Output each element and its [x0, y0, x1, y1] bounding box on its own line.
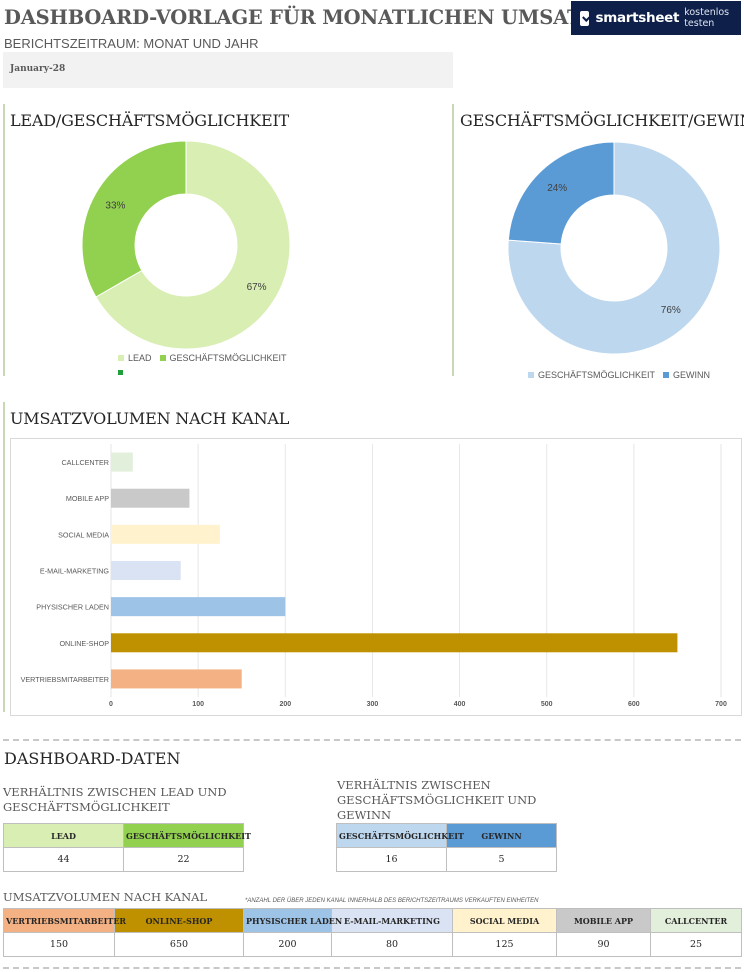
dashed-divider	[3, 739, 741, 741]
lead-ratio-table: LEAD GESCHÄFTSMÖGLICHKEIT 44 22	[3, 823, 251, 872]
page-title: DASHBOARD-VORLAGE FÜR MONATLICHEN UMSATZ…	[4, 6, 700, 29]
legend-swatch	[118, 355, 124, 361]
header-cell-sales-rep: VERTRIEBSMITARBEITER	[3, 908, 126, 933]
logo-cta: kostenlos testen	[684, 7, 730, 29]
channel-volume-title: UMSATZVOLUMEN NACH KANAL	[3, 890, 208, 904]
slice-label: 67%	[247, 282, 267, 293]
bar-mobile app	[111, 488, 190, 508]
y-category-label: MOBILE APP	[66, 494, 109, 503]
bar-physischer laden	[111, 597, 286, 617]
period-value: January-28	[10, 64, 66, 74]
dashed-divider	[3, 967, 741, 969]
header-cell-opportunity: GESCHÄFTSMÖGLICHKEIT	[123, 823, 251, 848]
value-cell-email[interactable]: 80	[331, 932, 453, 957]
legend-label: LEAD	[128, 353, 152, 363]
legend-swatch	[159, 355, 166, 361]
channel-volume-table: VERTRIEBSMITARBEITER ONLINE-SHOP PHYSISC…	[3, 908, 742, 957]
period-label: BERICHTSZEITRAUM: MONAT UND JAHR	[4, 36, 259, 51]
header-cell-callcenter: CALLCENTER	[650, 908, 742, 933]
lead-opportunity-donut-chart: 67% 33%	[81, 140, 291, 350]
y-category-label: PHYSISCHER LADEN	[36, 603, 109, 612]
x-tick-label: 200	[279, 701, 291, 708]
legend-item-opportunity: GESCHÄFTSMÖGLICHKEIT	[528, 370, 655, 380]
header-cell-opportunity: GESCHÄFTSMÖGLICHKEIT	[336, 823, 464, 848]
legend-label: GEWINN	[673, 370, 711, 380]
y-category-label: VERTRIEBSMITARBEITER	[21, 675, 109, 684]
section-divider	[452, 104, 454, 376]
value-cell-lead[interactable]: 44	[3, 847, 124, 872]
donut-slice-2	[81, 140, 187, 298]
header-cell-social: SOCIAL MEDIA	[452, 908, 557, 933]
header-cell-email: E-MAIL-MARKETING	[331, 908, 453, 933]
smartsheet-logo-button[interactable]: smartsheet kostenlos testen	[571, 1, 741, 35]
section-divider	[3, 104, 5, 376]
y-category-label: CALLCENTER	[61, 458, 109, 467]
y-category-label: E-MAIL-MARKETING	[40, 567, 109, 576]
value-cell-mobile[interactable]: 90	[556, 932, 651, 957]
legend-item-opportunity: GESCHÄFTSMÖGLICHKEIT	[159, 353, 287, 363]
value-cell-store[interactable]: 200	[243, 932, 332, 957]
value-cell-opportunity[interactable]: 22	[123, 847, 244, 872]
header-cell-lead: LEAD	[3, 823, 124, 848]
lead-chart-title: LEAD/GESCHÄFTSMÖGLICHKEIT	[10, 111, 290, 130]
section-divider	[3, 402, 5, 712]
legend-swatch	[528, 372, 534, 378]
bar-social media	[111, 524, 220, 544]
value-cell-sales-rep[interactable]: 150	[3, 932, 115, 957]
channel-chart-title: UMSATZVOLUMEN NACH KANAL	[10, 409, 290, 428]
y-category-label: SOCIAL MEDIA	[58, 530, 109, 539]
value-cell-social[interactable]: 125	[452, 932, 557, 957]
value-cell-online-shop[interactable]: 650	[114, 932, 244, 957]
header-cell-profit: GEWINN	[446, 823, 557, 848]
donut-slice-1	[95, 140, 291, 350]
header-cell-online-shop: ONLINE-SHOP	[114, 908, 244, 933]
legend-label: GESCHÄFTSMÖGLICHKEIT	[169, 353, 287, 363]
opportunity-ratio-table: GESCHÄFTSMÖGLICHKEIT GEWINN 16 5	[336, 823, 557, 872]
donut-slice-1	[507, 141, 721, 355]
bar-online-shop	[111, 633, 678, 653]
donut-slice-2	[507, 141, 615, 245]
opportunity-ratio-title: VERHÄLTNIS ZWISCHEN GESCHÄFTSMÖGLICHKEIT…	[337, 778, 537, 822]
legend-marker	[118, 370, 123, 375]
value-cell-callcenter[interactable]: 25	[650, 932, 742, 957]
checkmark-icon	[580, 10, 590, 26]
channel-bar-chart: 0 100 200 300 400 500 600 700 VERTRIEBSMITARBEIT…	[10, 438, 742, 716]
logo-name: smartsheet	[595, 10, 680, 26]
profit-chart-legend: GESCHÄFTSMÖGLICHKEIT GEWINN	[528, 370, 718, 380]
period-input[interactable]: January-28	[3, 52, 453, 88]
lead-ratio-title: VERHÄLTNIS ZWISCHEN LEAD UND GESCHÄFTSMÖ…	[3, 785, 227, 814]
opportunity-profit-donut-chart: 76% 24%	[507, 141, 721, 355]
x-tick-label: 500	[541, 701, 553, 708]
channel-footnote: *ANZAHL DER ÜBER JEDEN KANAL INNERHALB D…	[245, 898, 539, 904]
legend-swatch	[663, 372, 670, 378]
value-cell-profit[interactable]: 5	[446, 847, 557, 872]
bar-vertriebsmitarbeiter	[111, 669, 242, 689]
slice-label: 24%	[547, 183, 567, 194]
legend-label: GESCHÄFTSMÖGLICHKEIT	[538, 370, 656, 380]
header-cell-store: PHYSISCHER LADEN	[243, 908, 342, 933]
bar-callcenter	[111, 452, 133, 472]
chart-frame	[10, 438, 742, 716]
lead-chart-legend: LEAD GESCHÄFTSMÖGLICHKEIT	[118, 353, 295, 363]
x-tick-label: 400	[454, 701, 466, 708]
y-category-label: ONLINE-SHOP	[59, 639, 109, 648]
value-cell-opportunity[interactable]: 16	[336, 847, 447, 872]
x-tick-label: 600	[628, 701, 640, 708]
x-tick-label: 700	[715, 701, 727, 708]
legend-item-profit: GEWINN	[663, 370, 710, 380]
bar-e-mail-marketing	[111, 561, 181, 580]
x-tick-label: 100	[192, 701, 204, 708]
header-cell-mobile: MOBILE APP	[556, 908, 651, 933]
x-tick-label: 0	[109, 701, 113, 708]
slice-label: 33%	[105, 200, 125, 211]
legend-item-lead: LEAD	[118, 353, 152, 363]
opportunity-chart-title: GESCHÄFTSMÖGLICHKEIT/GEWINN	[460, 111, 744, 130]
slice-label: 76%	[661, 305, 681, 316]
x-tick-label: 300	[367, 701, 379, 708]
dashboard-data-title: DASHBOARD-DATEN	[4, 749, 181, 768]
